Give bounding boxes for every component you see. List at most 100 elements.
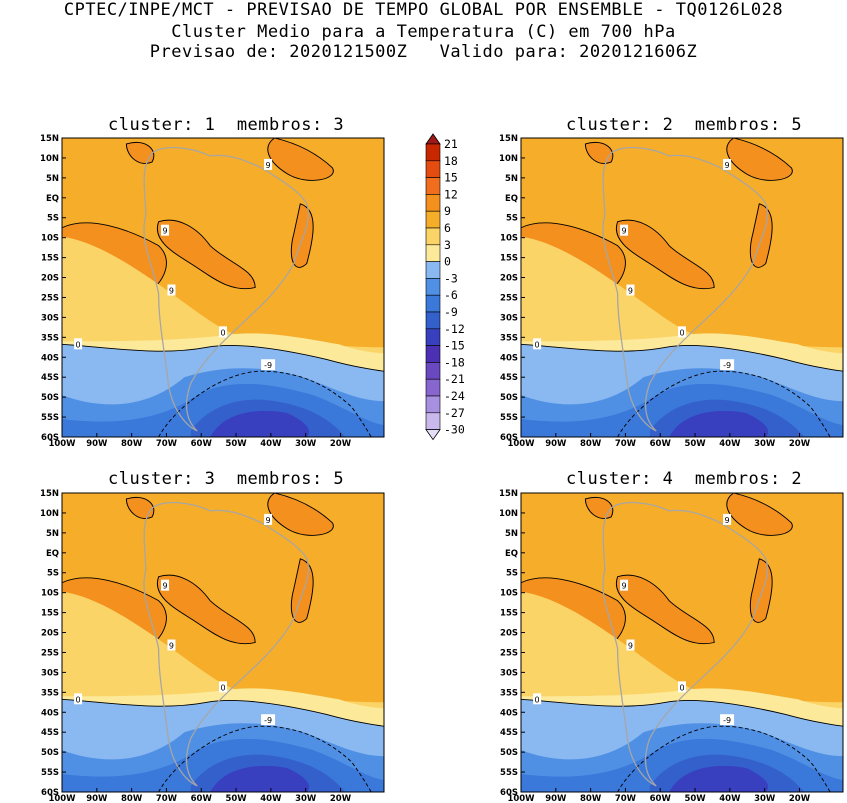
warm-region-9C	[267, 138, 334, 181]
warm-region-9C	[584, 142, 614, 164]
lon-label: 100W	[507, 794, 535, 803]
lon-label: 90W	[86, 794, 108, 803]
colorbar-segment	[425, 244, 441, 262]
minus9-contour	[158, 370, 372, 437]
colorbar-segment	[425, 311, 441, 330]
subtitle-variable: Cluster Medio para a Temperatura (C) em …	[171, 22, 676, 42]
svg-text:9: 9	[628, 641, 633, 650]
lon-label: 40W	[719, 439, 741, 449]
lon-label: 80W	[121, 794, 143, 803]
lat-label: 50S	[41, 393, 59, 403]
map-panel-1: 9 9 9 0 0 -9 15N 10N 5N EQ 5S 10S 15S 20S 25S 30S 35S 40S…	[40, 134, 385, 449]
colorbar-segment	[425, 278, 441, 296]
minus9-contour	[617, 370, 831, 437]
contour-label-9: 9	[167, 639, 176, 651]
svg-text:9: 9	[169, 641, 174, 650]
lat-label: 15S	[500, 609, 518, 619]
lat-label: 10S	[41, 589, 59, 599]
warm-region-9C	[726, 493, 793, 536]
lon-label: 60W	[650, 794, 672, 803]
svg-text:-9: -9	[264, 716, 272, 725]
warm-region-9C	[615, 574, 715, 645]
colorbar-segment	[425, 345, 441, 363]
lat-label: 60S	[500, 433, 518, 443]
lon-label: 50W	[225, 794, 247, 803]
lat-label: 55S	[500, 768, 518, 778]
lat-label: 5N	[46, 529, 59, 539]
colorbar-segment	[425, 412, 441, 430]
panel-2-title: cluster: 2 membros: 5	[566, 115, 803, 135]
contour-label--9: -9	[720, 714, 735, 726]
lat-label: 60S	[41, 433, 59, 443]
lon-label: 40W	[719, 794, 741, 803]
temperature-band	[210, 765, 310, 792]
lat-label: 5N	[46, 174, 59, 184]
lat-label: 10S	[500, 234, 518, 244]
map-frame	[61, 492, 385, 793]
lat-label: 25S	[41, 293, 59, 303]
colorbar-level-label: 15	[444, 171, 458, 185]
coastline	[143, 501, 310, 787]
lon-label: 80W	[121, 439, 143, 449]
colorbar-level-label: -3	[444, 271, 458, 285]
lat-label: 30S	[500, 668, 518, 678]
zero-contour	[521, 343, 843, 372]
temperature-band	[669, 765, 769, 792]
lat-label: 15N	[40, 134, 59, 144]
lat-label: 25S	[500, 648, 518, 658]
colorbar-level-label: 12	[444, 187, 458, 201]
svg-text:9: 9	[169, 286, 174, 295]
svg-text:-9: -9	[723, 716, 731, 725]
lon-label: 30W	[754, 439, 776, 449]
lat-label: 15N	[40, 489, 59, 499]
lat-label: 20S	[500, 274, 518, 284]
contour-label-9: 9	[723, 513, 732, 525]
contour-label-9: 9	[626, 284, 635, 296]
lat-label: 45S	[41, 373, 59, 383]
colorbar-level-label: -30	[444, 423, 465, 437]
svg-text:9: 9	[266, 516, 271, 525]
lat-label: 5N	[505, 174, 518, 184]
svg-text:9: 9	[725, 516, 730, 525]
contour-label-0: 0	[74, 693, 83, 705]
lat-label: 45S	[500, 728, 518, 738]
lat-label: EQ	[505, 549, 518, 559]
lat-label: EQ	[46, 549, 59, 559]
svg-text:-9: -9	[264, 361, 272, 370]
contour-label--9: -9	[261, 714, 276, 726]
svg-text:0: 0	[220, 683, 225, 692]
colorbar-top-arrow	[425, 133, 441, 145]
contour-label-9: 9	[723, 158, 732, 170]
lon-label: 30W	[295, 439, 317, 449]
minus9-contour	[617, 725, 831, 792]
zero-contour	[62, 698, 384, 727]
colorbar-segment	[425, 227, 441, 246]
svg-text:9: 9	[162, 582, 167, 591]
contour-label-9: 9	[620, 224, 629, 236]
lat-label: 15S	[41, 254, 59, 264]
colorbar-segment	[425, 395, 441, 414]
lon-label: 70W	[156, 439, 178, 449]
lat-label: 35S	[41, 688, 59, 698]
contour-label-9: 9	[264, 158, 273, 170]
map-frame	[61, 137, 385, 438]
lon-label: 40W	[260, 439, 282, 449]
svg-text:-9: -9	[723, 361, 731, 370]
lat-label: 20S	[41, 274, 59, 284]
colorbar-segment	[425, 177, 441, 195]
colorbar-level-label: -15	[444, 339, 465, 353]
lon-label: 90W	[545, 439, 567, 449]
lon-label: 100W	[48, 794, 76, 803]
lat-label: 35S	[41, 333, 59, 343]
contour-label-9: 9	[167, 284, 176, 296]
colorbar-segment	[425, 362, 441, 380]
svg-text:9: 9	[266, 161, 271, 170]
lat-label: EQ	[505, 194, 518, 204]
colorbar-level-label: 18	[444, 154, 458, 168]
lon-label: 100W	[507, 439, 535, 449]
map-panel-4: 9 9 9 0 0 -9 15N 10N 5N EQ 5S 10S 15S 20S 25S 30S 35S 40S…	[499, 489, 844, 803]
lat-label: 5S	[47, 214, 59, 224]
lat-label: 35S	[500, 333, 518, 343]
minus9-contour	[158, 725, 372, 792]
contour-label-0: 0	[533, 338, 542, 350]
